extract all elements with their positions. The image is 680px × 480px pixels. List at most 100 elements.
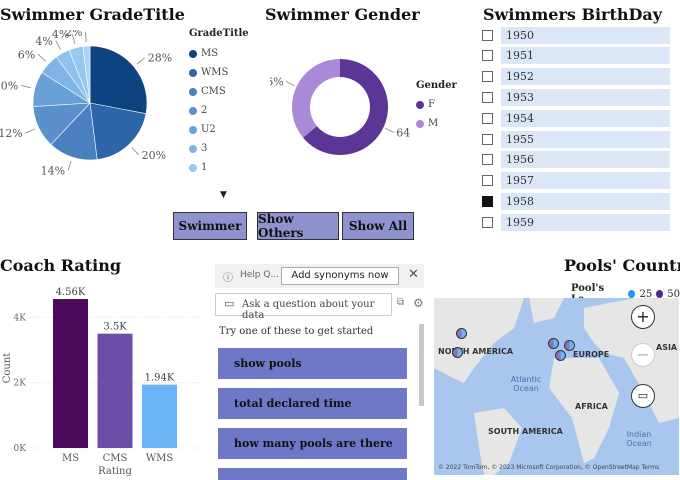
- qa-banner: ⓘ Help Q... Add synonyms now ✕: [215, 264, 424, 288]
- legend-label: F: [428, 99, 435, 110]
- checkbox[interactable]: [482, 112, 493, 124]
- year-item[interactable]: 1959: [482, 213, 670, 231]
- grade-pie-chart: 28%20%14%12%10%6%4%4%2%: [0, 30, 172, 178]
- coach-bar-chart: 0K 2K 4K 4.56K MS 3.5K CMS 1.94K WMS Rating Count: [2, 287, 200, 477]
- suggestion-how-many-pools[interactable]: how many pools are there: [218, 428, 407, 459]
- help-link[interactable]: Help Q...: [240, 270, 280, 280]
- y-axis-label: Count: [2, 353, 13, 384]
- x-tick-label: CMS: [103, 453, 128, 464]
- checkbox[interactable]: [482, 154, 493, 166]
- legend-item-f[interactable]: F: [416, 95, 457, 114]
- shape-icon[interactable]: ⧉: [397, 297, 405, 308]
- suggestion-show-pools[interactable]: show pools: [218, 348, 407, 379]
- bar-data-label: 4.56K: [56, 287, 86, 298]
- pie-label: 14%: [41, 165, 65, 178]
- year-item[interactable]: 1954: [482, 109, 670, 127]
- year-item[interactable]: 1953: [482, 88, 670, 106]
- year-label: 1954: [501, 109, 670, 127]
- legend-label: M: [428, 118, 439, 129]
- scroll-down-icon[interactable]: ▼: [220, 190, 227, 200]
- bar[interactable]: [97, 333, 133, 448]
- legend-item[interactable]: CMS: [189, 82, 249, 101]
- pool-location-marker[interactable]: [452, 347, 463, 358]
- legend-item[interactable]: U2: [189, 120, 249, 139]
- checkbox[interactable]: [482, 175, 493, 187]
- year-item[interactable]: 1952: [482, 68, 670, 86]
- pool-location-marker[interactable]: [456, 328, 467, 339]
- legend-item[interactable]: 2: [189, 101, 249, 120]
- gender-donut-chart: 64% 36%: [270, 59, 410, 155]
- checkbox[interactable]: [482, 133, 493, 145]
- legend-item[interactable]: 1: [189, 158, 249, 177]
- map-label-north-america: NORTH AMERICA: [438, 347, 514, 356]
- pie-slice[interactable]: [89, 102, 147, 160]
- map-attribution: © 2022 TomTom, © 2023 Microsoft Corporat…: [438, 464, 660, 471]
- bar[interactable]: [142, 384, 177, 448]
- checkbox[interactable]: [482, 71, 493, 83]
- donut-slice[interactable]: [303, 59, 388, 155]
- year-item[interactable]: 1955: [482, 130, 670, 148]
- donut-slice[interactable]: [292, 59, 340, 138]
- legend-label: 50: [667, 288, 680, 300]
- checkbox[interactable]: [482, 29, 493, 41]
- year-item[interactable]: 1950: [482, 26, 670, 44]
- legend-item[interactable]: MS: [189, 44, 249, 63]
- map-title: Pools' Countries: [564, 256, 680, 275]
- grade-title: Swimmer GradeTitle: [0, 5, 185, 24]
- checkbox[interactable]: [482, 216, 493, 228]
- add-synonyms-button[interactable]: Add synonyms now: [281, 267, 399, 285]
- birthday-slicer[interactable]: 1950 1951 1952 1953 1954 1955 1956 1957 1958 1959: [482, 26, 672, 232]
- leader-line: [136, 57, 146, 65]
- checkbox[interactable]: [482, 195, 493, 207]
- legend-label: WMS: [201, 67, 229, 78]
- checkbox[interactable]: [482, 91, 493, 103]
- gender-legend: Gender F M: [416, 80, 457, 133]
- legend-item[interactable]: WMS: [189, 63, 249, 82]
- pool-location-marker[interactable]: [548, 338, 559, 349]
- gear-icon[interactable]: ⚙: [413, 296, 424, 310]
- legend-label: 25: [639, 288, 653, 300]
- legend-item[interactable]: 3: [189, 139, 249, 158]
- legend-dot: [416, 100, 424, 109]
- close-icon[interactable]: ✕: [408, 267, 419, 282]
- suggestion-partial[interactable]: [218, 468, 407, 480]
- year-item[interactable]: 1951: [482, 47, 670, 65]
- leader-line: [131, 147, 139, 156]
- swimmer-button[interactable]: Swimmer: [173, 212, 247, 240]
- zoom-in-button[interactable]: +: [631, 305, 655, 329]
- map-label-europe: EUROPE: [573, 350, 610, 359]
- qa-question-input[interactable]: Ask a question about your data: [215, 293, 392, 321]
- zoom-out-button[interactable]: −: [631, 343, 655, 367]
- pie-label: 20%: [142, 149, 166, 162]
- show-all-button[interactable]: Show All: [342, 212, 414, 240]
- year-item[interactable]: 1958: [482, 192, 670, 210]
- bar[interactable]: [53, 299, 88, 448]
- y-tick-label: 0K: [14, 444, 27, 454]
- show-others-button[interactable]: Show Others: [257, 212, 339, 240]
- legend-label: 2: [201, 105, 208, 116]
- y-tick-label: 2K: [14, 379, 27, 389]
- year-item[interactable]: 1957: [482, 172, 670, 190]
- pool-location-marker[interactable]: [555, 350, 566, 361]
- map-label-atlantic: Atlantic Ocean: [510, 375, 542, 393]
- legend-item-m[interactable]: M: [416, 114, 457, 133]
- legend-label: CMS: [201, 86, 226, 97]
- select-area-icon[interactable]: ▭: [631, 384, 655, 408]
- legend-dot: [416, 119, 424, 128]
- suggestion-total-declared-time[interactable]: total declared time: [218, 388, 407, 419]
- pool-location-marker[interactable]: [564, 340, 575, 351]
- checkbox[interactable]: [482, 50, 493, 62]
- bar-data-label: 3.5K: [103, 322, 127, 333]
- donut-label: 36%: [270, 75, 284, 88]
- x-axis-label: Rating: [98, 466, 132, 477]
- map-canvas[interactable]: NORTH AMERICA EUROPE ASIA AFRICA SOUTH A…: [434, 298, 679, 475]
- legend-dot: [189, 125, 197, 134]
- qa-scrollbar[interactable]: [419, 324, 424, 406]
- bar-data-label: 1.94K: [145, 373, 175, 384]
- pie-slice[interactable]: [89, 45, 148, 115]
- pie-slice[interactable]: [82, 45, 91, 104]
- map-label-indian: Indian Ocean: [626, 430, 652, 448]
- birthday-title: Swimmers BirthDay: [483, 5, 663, 24]
- year-item[interactable]: 1956: [482, 151, 670, 169]
- map-label-africa: AFRICA: [575, 402, 608, 411]
